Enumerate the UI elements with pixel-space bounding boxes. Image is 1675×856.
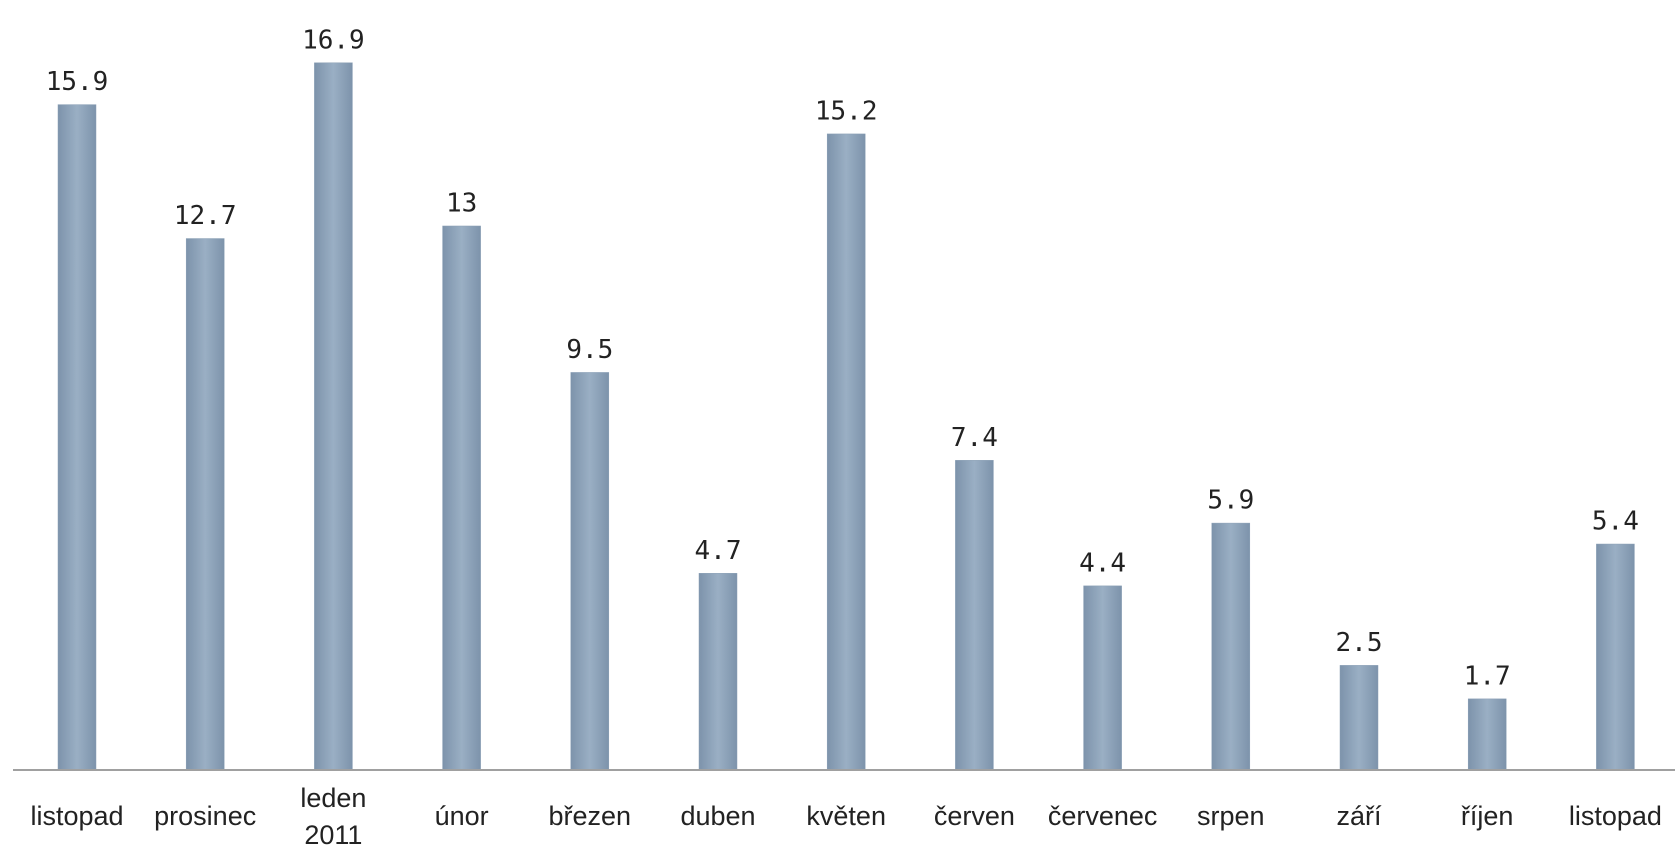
bar <box>1083 585 1122 771</box>
value-label: 1.7 <box>1464 661 1511 691</box>
x-tick-label: říjen <box>1461 801 1514 831</box>
x-tick-label-line: 2011 <box>304 820 362 850</box>
x-tick-label: prosinec <box>154 801 256 831</box>
x-tick-label: listopad <box>1569 801 1662 831</box>
bar <box>57 104 97 771</box>
bar <box>1596 543 1635 771</box>
x-tick-label: červenec <box>1048 801 1158 831</box>
bar <box>442 225 481 771</box>
value-label: 12.7 <box>174 201 237 231</box>
value-label: 7.4 <box>951 423 998 453</box>
value-label: 15.9 <box>46 67 109 97</box>
bar <box>570 372 610 771</box>
x-tick-label: leden 2011 <box>300 783 366 850</box>
value-label: 5.9 <box>1207 486 1254 516</box>
bar <box>826 133 866 771</box>
value-label: 4.7 <box>695 536 742 566</box>
x-tick-label-line: leden <box>300 783 366 813</box>
value-label: 9.5 <box>566 335 613 365</box>
x-tick-label: červen <box>934 801 1015 831</box>
x-tick-label: březen <box>549 801 632 831</box>
x-tick-label: listopad <box>30 801 123 831</box>
bar <box>314 62 353 771</box>
x-tick-label: květen <box>806 801 886 831</box>
x-tick-label: srpen <box>1197 801 1265 831</box>
value-label: 5.4 <box>1592 507 1639 537</box>
x-tick-label: duben <box>680 801 755 831</box>
value-label: 16.9 <box>302 25 365 55</box>
bar <box>1211 522 1251 771</box>
value-label: 13 <box>446 188 477 218</box>
bar <box>185 238 225 771</box>
x-tick-label: únor <box>435 801 489 831</box>
bar <box>1467 698 1507 771</box>
bar <box>955 460 994 771</box>
bar <box>1339 665 1379 771</box>
value-label: 4.4 <box>1079 548 1126 578</box>
bar <box>698 573 738 771</box>
value-label: 2.5 <box>1336 628 1383 658</box>
x-tick-label: září <box>1336 801 1382 831</box>
value-label: 15.2 <box>815 96 878 126</box>
